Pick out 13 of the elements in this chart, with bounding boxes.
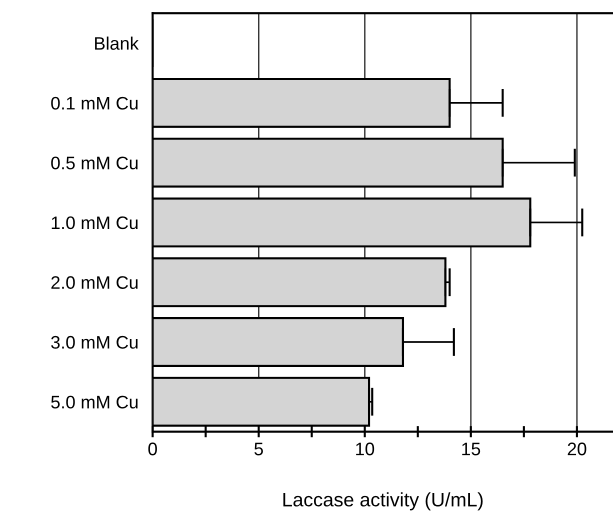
y-tick-label: 3.0 mM Cu — [51, 336, 138, 349]
y-tick-label: 0.1 mM Cu — [51, 96, 138, 110]
x-tick-label: 5 — [254, 442, 263, 456]
x-tick-label: 10 — [356, 442, 374, 456]
x-tick-label: 0 — [148, 442, 157, 456]
x-axis-title: Laccase activity (U/mL) — [283, 492, 483, 510]
x-tick-label: 15 — [462, 442, 480, 456]
y-tick-label: Blank — [95, 36, 139, 50]
y-tick-label: 2.0 mM Cu — [51, 276, 138, 289]
x-tick-label: 20 — [568, 442, 586, 456]
y-tick-label: 1.0 mM Cu — [52, 216, 138, 230]
y-tick-label: 5.0 mM Cu — [51, 396, 138, 408]
y-tick-label: 0.5 mM Cu — [51, 156, 138, 170]
